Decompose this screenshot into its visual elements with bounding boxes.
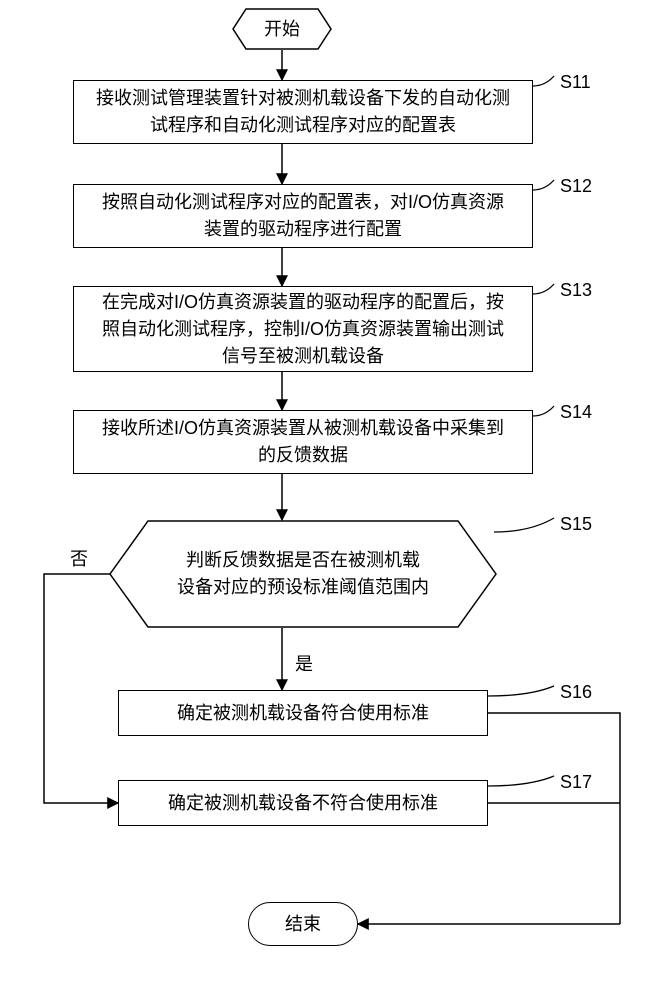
step-s12: 按照自动化测试程序对应的配置表，对I/O仿真资源 装置的驱动程序进行配置: [73, 184, 533, 248]
start-label: 开始: [232, 8, 332, 50]
step-s16: 确定被测机载设备符合使用标准: [118, 690, 488, 736]
edge-no-label: 否: [70, 545, 88, 571]
step-s13-tag: S13: [560, 280, 592, 301]
step-s14-tag: S14: [560, 402, 592, 423]
step-s17: 确定被测机载设备不符合使用标准: [118, 780, 488, 826]
flowchart-canvas: 开始 接收测试管理装置针对被测机载设备下发的自动化测 试程序和自动化测试程序对应…: [0, 0, 657, 1000]
step-s12-text: 按照自动化测试程序对应的配置表，对I/O仿真资源 装置的驱动程序进行配置: [102, 189, 504, 243]
step-s11-text: 接收测试管理装置针对被测机载设备下发的自动化测 试程序和自动化测试程序对应的配置…: [96, 85, 510, 139]
edge-yes-label: 是: [295, 650, 313, 676]
step-s17-text: 确定被测机载设备不符合使用标准: [168, 790, 438, 817]
end-label: 结束: [285, 911, 321, 938]
step-s17-tag: S17: [560, 772, 592, 793]
step-s15-tag: S15: [560, 514, 592, 535]
step-s16-text: 确定被测机载设备符合使用标准: [177, 700, 429, 727]
edges-layer: [0, 0, 657, 1000]
decision-s15-text: 判断反馈数据是否在被测机载 设备对应的预设标准阈值范围内: [108, 520, 498, 628]
step-s13: 在完成对I/O仿真资源装置的驱动程序的配置后，按 照自动化测试程序，控制I/O仿…: [73, 286, 533, 372]
step-s13-text: 在完成对I/O仿真资源装置的驱动程序的配置后，按 照自动化测试程序，控制I/O仿…: [102, 289, 504, 370]
decision-s15: 判断反馈数据是否在被测机载 设备对应的预设标准阈值范围内: [108, 520, 498, 628]
step-s16-tag: S16: [560, 682, 592, 703]
step-s14: 接收所述I/O仿真资源装置从被测机载设备中采集到 的反馈数据: [73, 410, 533, 474]
step-s11: 接收测试管理装置针对被测机载设备下发的自动化测 试程序和自动化测试程序对应的配置…: [73, 80, 533, 144]
step-s11-tag: S11: [560, 72, 591, 93]
step-s12-tag: S12: [560, 176, 592, 197]
end-node: 结束: [248, 902, 358, 946]
step-s14-text: 接收所述I/O仿真资源装置从被测机载设备中采集到 的反馈数据: [102, 415, 504, 469]
start-node: 开始: [232, 8, 332, 50]
